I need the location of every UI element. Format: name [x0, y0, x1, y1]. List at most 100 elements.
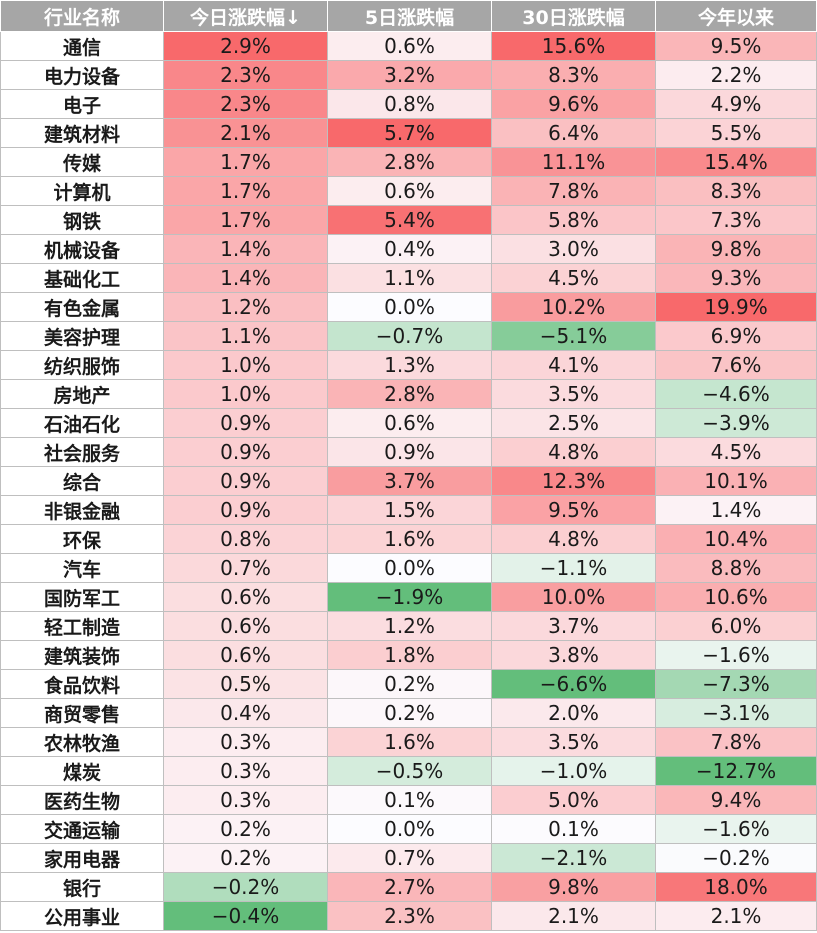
column-header-5day-change[interactable]: 5日涨跌幅 [327, 0, 492, 32]
5day-change-cell: 0.1% [327, 785, 492, 815]
industry-name-cell: 石油石化 [0, 408, 164, 438]
5day-change-cell: 0.2% [327, 669, 492, 699]
table-row: 综合 0.9% 3.7% 12.3% 10.1% [0, 466, 817, 496]
table-row: 机械设备 1.4% 0.4% 3.0% 9.8% [0, 234, 817, 264]
today-change-cell: 0.2% [163, 843, 328, 873]
5day-change-cell: 0.0% [327, 814, 492, 844]
ytd-change-cell: 10.1% [655, 466, 817, 496]
table-row: 建筑材料 2.1% 5.7% 6.4% 5.5% [0, 118, 817, 148]
today-change-cell: 2.1% [163, 118, 328, 148]
ytd-change-cell: 19.9% [655, 292, 817, 322]
table-row: 传媒 1.7% 2.8% 11.1% 15.4% [0, 147, 817, 177]
5day-change-cell: 0.6% [327, 176, 492, 206]
industry-name-cell: 非银金融 [0, 495, 164, 525]
30day-change-cell: 4.1% [491, 350, 656, 380]
industry-name-cell: 公用事业 [0, 901, 164, 931]
table-row: 商贸零售 0.4% 0.2% 2.0% −3.1% [0, 698, 817, 728]
5day-change-cell: 3.2% [327, 60, 492, 90]
industry-name-cell: 商贸零售 [0, 698, 164, 728]
ytd-change-cell: −3.1% [655, 698, 817, 728]
industry-name-cell: 交通运输 [0, 814, 164, 844]
ytd-change-cell: 9.8% [655, 234, 817, 264]
column-header-30day-change[interactable]: 30日涨跌幅 [491, 0, 656, 32]
today-change-cell: 1.0% [163, 350, 328, 380]
5day-change-cell: 5.4% [327, 205, 492, 235]
industry-name-cell: 传媒 [0, 147, 164, 177]
industry-name-cell: 国防军工 [0, 582, 164, 612]
table-row: 煤炭 0.3% −0.5% −1.0% −12.7% [0, 756, 817, 786]
5day-change-cell: 2.8% [327, 379, 492, 409]
30day-change-cell: 11.1% [491, 147, 656, 177]
industry-name-cell: 银行 [0, 872, 164, 902]
today-change-cell: 1.1% [163, 321, 328, 351]
industry-name-cell: 房地产 [0, 379, 164, 409]
today-change-cell: 0.3% [163, 785, 328, 815]
ytd-change-cell: −3.9% [655, 408, 817, 438]
30day-change-cell: 5.0% [491, 785, 656, 815]
30day-change-cell: 9.8% [491, 872, 656, 902]
table-row: 基础化工 1.4% 1.1% 4.5% 9.3% [0, 263, 817, 293]
ytd-change-cell: 5.5% [655, 118, 817, 148]
industry-name-cell: 农林牧渔 [0, 727, 164, 757]
5day-change-cell: 0.2% [327, 698, 492, 728]
5day-change-cell: 0.4% [327, 234, 492, 264]
industry-name-cell: 计算机 [0, 176, 164, 206]
column-header-ytd-change[interactable]: 今年以来 [655, 0, 817, 32]
ytd-change-cell: 9.5% [655, 31, 817, 61]
today-change-cell: 0.6% [163, 582, 328, 612]
5day-change-cell: 0.7% [327, 843, 492, 873]
ytd-change-cell: 7.3% [655, 205, 817, 235]
30day-change-cell: 4.5% [491, 263, 656, 293]
today-change-cell: −0.2% [163, 872, 328, 902]
30day-change-cell: 12.3% [491, 466, 656, 496]
ytd-change-cell: 4.5% [655, 437, 817, 467]
table-row: 农林牧渔 0.3% 1.6% 3.5% 7.8% [0, 727, 817, 757]
industry-name-cell: 电力设备 [0, 60, 164, 90]
30day-change-cell: 3.5% [491, 379, 656, 409]
5day-change-cell: 1.1% [327, 263, 492, 293]
table-row: 汽车 0.7% 0.0% −1.1% 8.8% [0, 553, 817, 583]
5day-change-cell: 0.0% [327, 292, 492, 322]
table-row: 交通运输 0.2% 0.0% 0.1% −1.6% [0, 814, 817, 844]
today-change-cell: 1.4% [163, 234, 328, 264]
5day-change-cell: 2.7% [327, 872, 492, 902]
30day-change-cell: 3.5% [491, 727, 656, 757]
ytd-change-cell: 6.9% [655, 321, 817, 351]
ytd-change-cell: 2.1% [655, 901, 817, 931]
industry-name-cell: 纺织服饰 [0, 350, 164, 380]
table-row: 社会服务 0.9% 0.9% 4.8% 4.5% [0, 437, 817, 467]
table-row: 轻工制造 0.6% 1.2% 3.7% 6.0% [0, 611, 817, 641]
table-body: 通信 2.9% 0.6% 15.6% 9.5% 电力设备 2.3% 3.2% 8.3% 2.2% 电… [0, 31, 817, 931]
5day-change-cell: 5.7% [327, 118, 492, 148]
today-change-cell: 1.7% [163, 205, 328, 235]
today-change-cell: 0.7% [163, 553, 328, 583]
today-change-cell: 2.9% [163, 31, 328, 61]
table-row: 电力设备 2.3% 3.2% 8.3% 2.2% [0, 60, 817, 90]
ytd-change-cell: −1.6% [655, 640, 817, 670]
ytd-change-cell: 2.2% [655, 60, 817, 90]
30day-change-cell: 3.7% [491, 611, 656, 641]
ytd-change-cell: 7.6% [655, 350, 817, 380]
industry-name-cell: 医药生物 [0, 785, 164, 815]
industry-name-cell: 综合 [0, 466, 164, 496]
industry-name-cell: 建筑装饰 [0, 640, 164, 670]
table-row: 公用事业 −0.4% 2.3% 2.1% 2.1% [0, 901, 817, 931]
5day-change-cell: −0.5% [327, 756, 492, 786]
30day-change-cell: 0.1% [491, 814, 656, 844]
ytd-change-cell: 10.4% [655, 524, 817, 554]
today-change-cell: 0.4% [163, 698, 328, 728]
today-change-cell: 0.3% [163, 756, 328, 786]
ytd-change-cell: 15.4% [655, 147, 817, 177]
table-row: 医药生物 0.3% 0.1% 5.0% 9.4% [0, 785, 817, 815]
30day-change-cell: 9.5% [491, 495, 656, 525]
today-change-cell: 0.3% [163, 727, 328, 757]
table-row: 电子 2.3% 0.8% 9.6% 4.9% [0, 89, 817, 119]
table-row: 非银金融 0.9% 1.5% 9.5% 1.4% [0, 495, 817, 525]
column-header-today-change[interactable]: 今日涨跌幅↓ [163, 0, 328, 32]
today-change-cell: 2.3% [163, 60, 328, 90]
30day-change-cell: 15.6% [491, 31, 656, 61]
30day-change-cell: 3.8% [491, 640, 656, 670]
column-header-industry[interactable]: 行业名称 [0, 0, 164, 32]
today-change-cell: 0.5% [163, 669, 328, 699]
